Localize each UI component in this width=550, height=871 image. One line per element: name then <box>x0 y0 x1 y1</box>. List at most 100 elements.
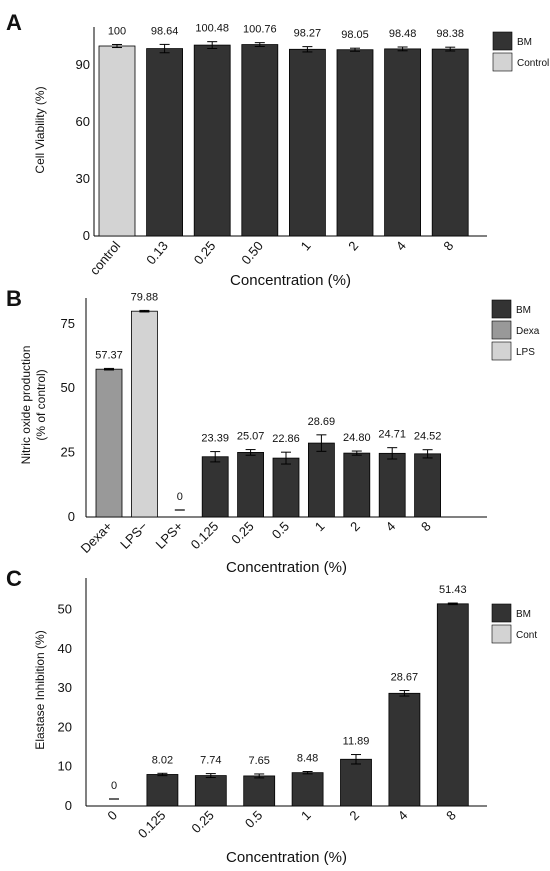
y-tick-label: 40 <box>58 641 72 656</box>
x-tick-label: 8 <box>440 238 456 253</box>
data-label: 100 <box>108 25 126 37</box>
y-tick-label: 50 <box>61 380 75 395</box>
x-tick-label: 8 <box>443 808 459 824</box>
y-axis-title: Elastase Inhibition (%) <box>33 630 47 749</box>
x-tick-label: 1 <box>298 808 314 824</box>
y-tick-label: 30 <box>76 171 90 186</box>
bar <box>378 452 406 518</box>
legend-swatch <box>491 624 512 644</box>
data-label: 11.89 <box>343 736 370 748</box>
bar <box>146 774 179 807</box>
x-axis-title: Concentration (%) <box>230 272 351 289</box>
data-label: 0 <box>177 491 183 503</box>
bar <box>146 48 184 237</box>
data-label: 79.88 <box>131 291 159 303</box>
data-label: 24.71 <box>378 429 406 441</box>
x-tick-label: 0.50 <box>238 238 266 267</box>
bar <box>343 452 371 518</box>
bar <box>193 44 231 237</box>
legend-label: LPS <box>516 347 535 358</box>
y-tick-label: 20 <box>58 719 72 734</box>
y-tick-label: 90 <box>76 57 90 72</box>
x-tick-label: 2 <box>346 808 362 824</box>
x-tick-label: 4 <box>383 519 399 535</box>
legend-label: BM <box>516 305 531 316</box>
x-tick-label: 0.5 <box>242 808 265 831</box>
x-tick-label: 0.125 <box>135 808 169 842</box>
y-axis-title-line: (% of control) <box>34 369 48 440</box>
data-label: 51.43 <box>439 584 467 596</box>
data-label: 28.67 <box>391 672 419 684</box>
data-label: 0 <box>111 780 117 792</box>
bar <box>95 368 123 518</box>
data-label: 98.05 <box>341 29 369 41</box>
legend-label: Control <box>517 58 549 69</box>
y-tick-label: 60 <box>76 114 90 129</box>
legend-swatch <box>492 52 513 72</box>
legend-label: Cont <box>516 630 537 641</box>
y-tick-label: 50 <box>58 601 72 616</box>
x-tick-label: control <box>87 238 124 278</box>
bar <box>436 603 469 807</box>
data-label: 100.48 <box>195 23 229 35</box>
data-label: 98.48 <box>389 28 417 40</box>
data-label: 23.39 <box>201 433 229 445</box>
data-label: 98.64 <box>151 25 179 37</box>
legend-swatch <box>491 603 512 623</box>
bar <box>288 48 326 237</box>
x-tick-label: 0.5 <box>269 519 292 542</box>
x-tick-label: LPS− <box>117 519 150 552</box>
x-tick-label: LPS+ <box>153 519 186 552</box>
y-tick-label: 0 <box>68 509 75 524</box>
bar <box>130 310 158 518</box>
data-label: 98.27 <box>294 28 322 40</box>
y-axis-title: Nitric oxide production(% of control) <box>19 346 48 465</box>
y-axis-title-line: Nitric oxide production <box>19 346 33 465</box>
y-tick-label: 0 <box>83 228 90 243</box>
bar <box>272 457 300 518</box>
legend-swatch <box>492 31 513 51</box>
bar <box>98 45 136 237</box>
x-tick-label: 8 <box>418 519 434 535</box>
x-tick-label: 1 <box>298 238 314 253</box>
legend-swatch <box>491 341 512 361</box>
bar <box>243 775 276 807</box>
y-tick-label: 75 <box>61 316 75 331</box>
legend-label: BM <box>517 37 532 48</box>
panel-label: C <box>6 566 22 591</box>
bar <box>307 442 335 518</box>
bar <box>340 758 372 807</box>
bar <box>336 49 374 237</box>
legend-label: BM <box>516 609 531 620</box>
x-tick-label: 0.25 <box>188 808 217 837</box>
panel-label: A <box>6 10 22 35</box>
legend-label: Dexa <box>516 326 540 337</box>
bar <box>431 48 469 237</box>
y-tick-label: 10 <box>58 759 72 774</box>
data-label: 98.38 <box>436 28 464 40</box>
bar <box>291 772 324 807</box>
data-label: 7.74 <box>200 755 221 767</box>
bar <box>241 44 279 237</box>
data-label: 7.65 <box>248 755 269 767</box>
data-label: 24.52 <box>414 431 442 443</box>
data-label: 22.86 <box>272 433 300 445</box>
legend-swatch <box>491 320 512 340</box>
y-tick-label: 25 <box>61 445 75 460</box>
data-label: 25.07 <box>237 431 265 443</box>
x-tick-label: 2 <box>345 238 361 253</box>
x-tick-label: 0.25 <box>191 238 219 267</box>
data-label: 28.69 <box>308 416 336 428</box>
x-tick-label: 4 <box>395 808 411 824</box>
y-tick-label: 0 <box>65 798 72 813</box>
x-tick-label: 0.125 <box>188 519 222 553</box>
bar <box>388 692 421 807</box>
y-axis-title: Cell Viability (%) <box>33 86 47 173</box>
x-tick-label: 0.25 <box>228 519 257 548</box>
bar <box>414 453 442 518</box>
data-label: 57.37 <box>95 349 123 361</box>
data-label: 100.76 <box>243 24 277 36</box>
legend-swatch <box>491 299 512 319</box>
x-tick-label: 4 <box>393 238 409 253</box>
